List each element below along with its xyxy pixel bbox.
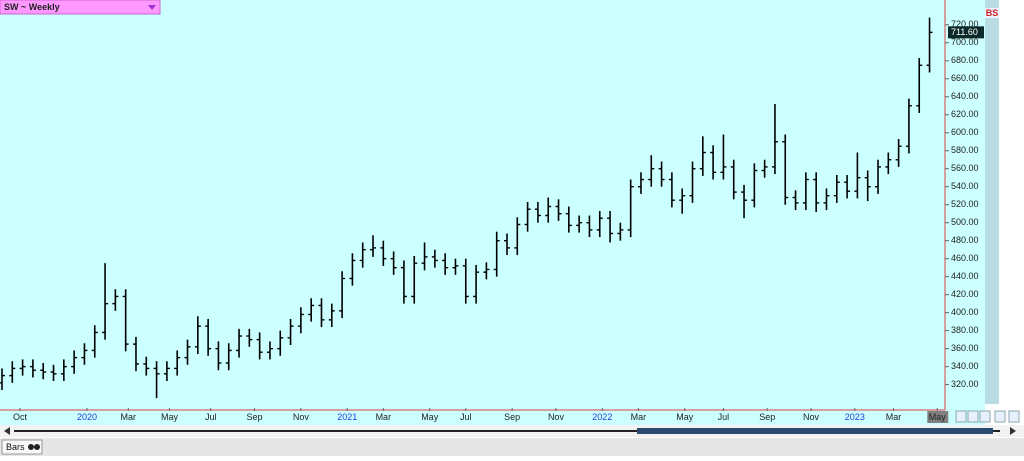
y-tick-label: 640.00 xyxy=(951,91,979,101)
tab-bar xyxy=(0,438,1024,456)
y-tick-label: 320.00 xyxy=(951,379,979,389)
x-tick-label: 2022 xyxy=(592,412,612,422)
y-tick-label: 560.00 xyxy=(951,163,979,173)
tab-label: Bars xyxy=(6,442,25,452)
nav-button[interactable] xyxy=(979,410,991,423)
x-tick-label: Sep xyxy=(504,412,520,422)
x-tick-label: Mar xyxy=(376,412,392,422)
nav-button[interactable] xyxy=(967,410,979,423)
y-tick-label: 620.00 xyxy=(951,109,979,119)
x-tick-label: Mar xyxy=(120,412,136,422)
badge-text: BS xyxy=(986,8,999,18)
y-tick-label: 380.00 xyxy=(951,325,979,335)
badge-box[interactable] xyxy=(985,8,999,18)
x-tick-label: Jul xyxy=(205,412,217,422)
x-tick-highlight xyxy=(927,411,949,423)
y-tick-label: 400.00 xyxy=(951,307,979,317)
x-tick-label: Sep xyxy=(246,412,262,422)
last-price-label: 711.60 xyxy=(951,27,978,37)
tab-icon xyxy=(34,444,40,450)
right-strip xyxy=(985,0,999,404)
header-dropdown-arrow[interactable] xyxy=(148,5,156,10)
x-tick-label: May xyxy=(161,412,179,422)
x-tick-label: May xyxy=(421,412,439,422)
x-tick-label: May xyxy=(929,412,947,422)
y-tick-label: 420.00 xyxy=(951,289,979,299)
last-price-box xyxy=(948,26,984,39)
y-tick-label: 440.00 xyxy=(951,271,979,281)
x-tick-label: Mar xyxy=(631,412,647,422)
plot-background xyxy=(0,0,985,425)
x-tick-label: Nov xyxy=(803,412,820,422)
y-tick-label: 500.00 xyxy=(951,217,979,227)
x-tick-label: Oct xyxy=(13,412,28,422)
y-tick-label: 680.00 xyxy=(951,55,979,65)
scroll-thumb[interactable] xyxy=(637,428,993,434)
x-tick-label: 2021 xyxy=(337,412,357,422)
y-tick-label: 520.00 xyxy=(951,199,979,209)
nav-buttons xyxy=(955,410,1020,423)
x-tick-label: May xyxy=(676,412,694,422)
x-tick-label: Nov xyxy=(293,412,310,422)
y-tick-label: 540.00 xyxy=(951,181,979,191)
x-tick-label: Sep xyxy=(759,412,775,422)
scroll-left[interactable] xyxy=(4,427,10,435)
plot-layer: 320.00 340.00 360.00 380.00 400.00 420.00 440.… xyxy=(0,17,984,423)
nav-button[interactable] xyxy=(1008,410,1020,423)
nav-button[interactable] xyxy=(994,410,1006,423)
nav-button[interactable] xyxy=(955,410,967,423)
y-tick-label: 720.00 xyxy=(951,19,979,29)
y-tick-label: 360.00 xyxy=(951,343,979,353)
symbol-header[interactable] xyxy=(0,0,161,15)
x-tick-label: Jul xyxy=(718,412,730,422)
y-tick-label: 460.00 xyxy=(951,253,979,263)
y-tick-label: 580.00 xyxy=(951,145,979,155)
symbol-title: SW ~ Weekly xyxy=(4,2,60,12)
scroll-right[interactable] xyxy=(1010,427,1016,435)
y-tick-label: 480.00 xyxy=(951,235,979,245)
x-tick-label: Jul xyxy=(460,412,472,422)
tab[interactable] xyxy=(1,439,43,455)
y-tick-label: 340.00 xyxy=(951,361,979,371)
y-tick-label: 700.00 xyxy=(951,37,979,47)
x-tick-label: Mar xyxy=(886,412,902,422)
x-tick-label: 2020 xyxy=(77,412,97,422)
x-tick-label: Nov xyxy=(548,412,565,422)
y-tick-label: 600.00 xyxy=(951,127,979,137)
tab-icon xyxy=(28,444,34,450)
x-tick-label: 2023 xyxy=(845,412,865,422)
y-tick-label: 660.00 xyxy=(951,73,979,83)
